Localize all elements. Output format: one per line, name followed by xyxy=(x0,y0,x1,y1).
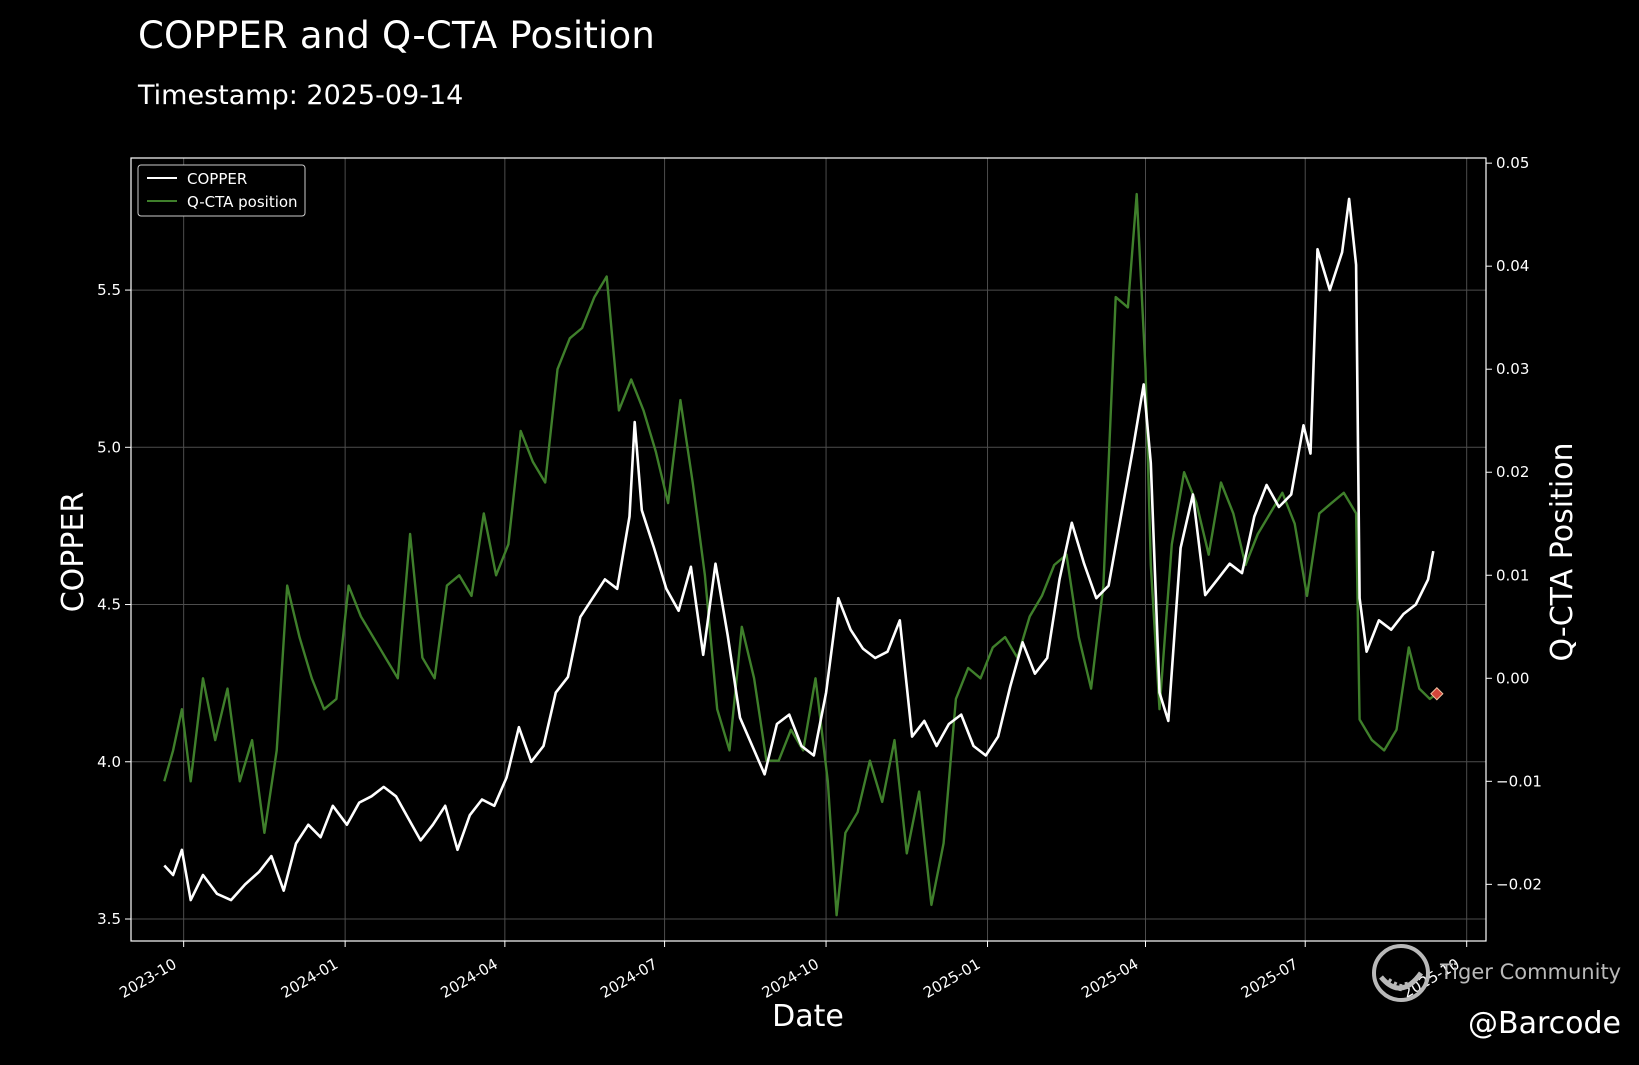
axes-frame xyxy=(130,157,1487,942)
y-right-tick-label: 0.03 xyxy=(1496,360,1529,378)
x-tick-label: 2025-04 xyxy=(1078,955,1141,1002)
y-left-tick-label: 4.0 xyxy=(97,753,121,771)
series-line-copper xyxy=(163,197,1435,902)
watermark-text: Tiger Community xyxy=(1440,960,1622,984)
y-axis-label-right: Q-CTA Position xyxy=(1545,442,1580,661)
y-left-tick-label: 5.5 xyxy=(97,281,121,299)
legend-label-qcta: Q-CTA position xyxy=(187,193,298,211)
y-right-tick-label: 0.01 xyxy=(1496,566,1529,584)
x-tick-label: 2024-01 xyxy=(278,955,341,1002)
y-right-tick-label: −0.02 xyxy=(1496,875,1542,893)
tiger-community-logo xyxy=(1372,944,1430,1002)
x-tick-label: 2025-07 xyxy=(1238,955,1301,1002)
x-tick-label: 2024-04 xyxy=(438,955,501,1002)
chart-subtitle: Timestamp: 2025-09-14 xyxy=(138,80,464,111)
legend: COPPER Q-CTA position xyxy=(137,164,306,217)
x-axis-label: Date xyxy=(772,999,844,1034)
y-right-tick-label: 0.04 xyxy=(1496,257,1529,275)
x-tick-label: 2023-10 xyxy=(116,955,179,1002)
x-tick-label: 2025-01 xyxy=(920,955,983,1002)
y-axis-label-left: COPPER xyxy=(56,492,91,613)
series-line-qcta xyxy=(163,192,1438,917)
y-left-tick-label: 5.0 xyxy=(97,438,121,456)
y-right-tick-label: −0.01 xyxy=(1496,772,1542,790)
plot-area xyxy=(163,192,1444,917)
last-point-marker xyxy=(1430,687,1444,701)
x-tick-label: 2024-07 xyxy=(597,955,660,1002)
x-tick-label: 2024-10 xyxy=(759,955,822,1002)
y-right-tick-label: 0.02 xyxy=(1496,463,1529,481)
y-right-tick-label: 0.00 xyxy=(1496,669,1529,687)
y-right-tick-label: 0.05 xyxy=(1496,154,1529,172)
y-left-tick-label: 4.5 xyxy=(97,596,121,614)
chart-title: COPPER and Q-CTA Position xyxy=(138,14,656,57)
axis-ticks: 2023-10 2024-01 2024-04 2024-07 2024-10 2025-… xyxy=(97,154,1542,1002)
grid-lines xyxy=(131,158,1486,941)
legend-label-copper: COPPER xyxy=(187,170,247,188)
author-handle: @Barcode xyxy=(1468,1006,1621,1041)
y-left-tick-label: 3.5 xyxy=(97,910,121,928)
legend-box xyxy=(137,164,306,217)
